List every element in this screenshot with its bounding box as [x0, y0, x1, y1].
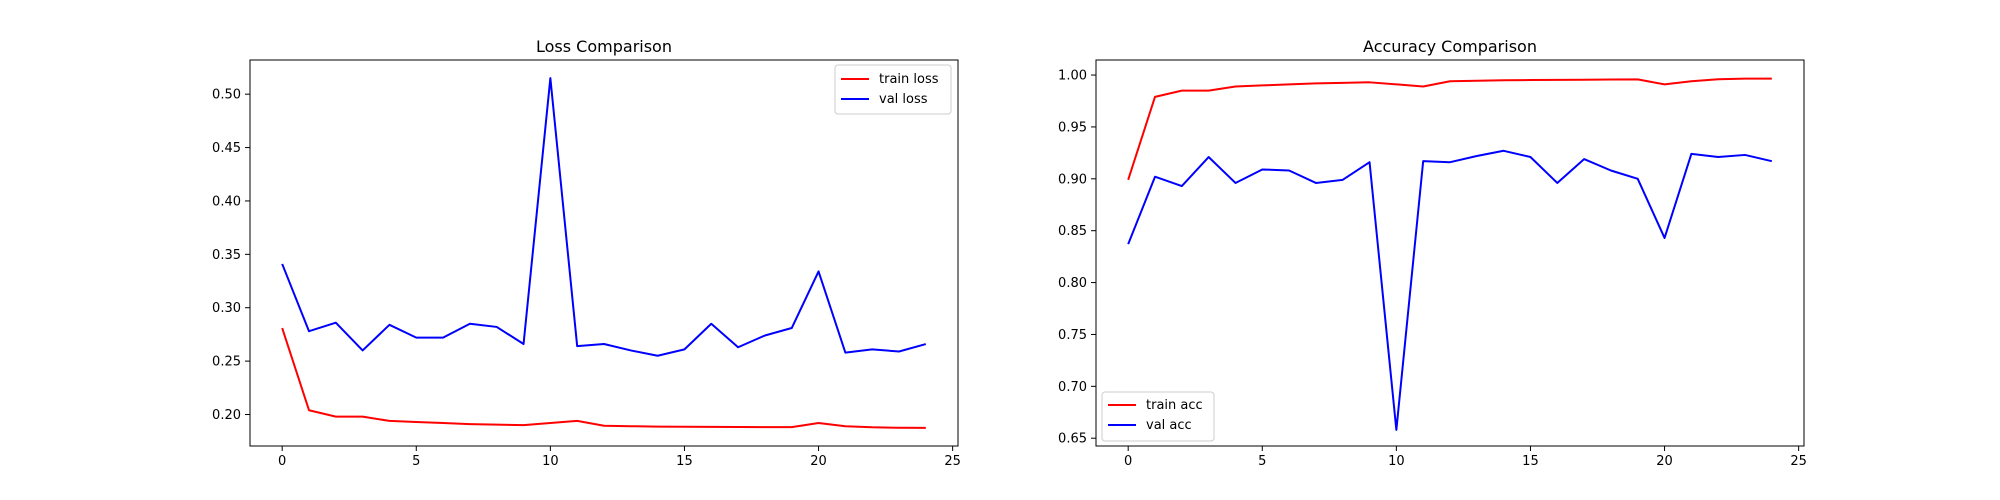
loss-x-tick-label: 0 — [278, 454, 286, 469]
loss-series-line-train-loss — [281, 327, 926, 429]
train-acc-legend-label: train acc — [1146, 398, 1203, 413]
loss-x-tick-label: 15 — [676, 454, 693, 469]
loss-chart-axes: 0 5 10 15 20 25 0.20 0.25 0.30 0.35 0.40 0.45 0.50 — [212, 88, 961, 469]
accuracy-chart-legend: train acc val acc — [1101, 391, 1215, 442]
loss-y-tick-label: 0.20 — [212, 408, 241, 423]
accuracy-x-tick-label: 0 — [1124, 454, 1132, 469]
accuracy-y-tick-label: 0.95 — [1058, 120, 1087, 135]
accuracy-x-tick-label: 20 — [1656, 454, 1673, 469]
accuracy-x-tick-label: 25 — [1790, 454, 1807, 469]
loss-y-tick-label: 0.50 — [212, 88, 241, 103]
loss-chart-legend-box — [834, 64, 952, 115]
accuracy-chart-series — [1127, 77, 1773, 431]
accuracy-chart-plot-area — [1095, 59, 1805, 447]
accuracy-x-tick-label: 5 — [1258, 454, 1266, 469]
loss-chart: Loss Comparison 0 5 10 15 20 25 0.20 0.25 0.30 0.… — [212, 37, 961, 469]
loss-y-tick-label: 0.25 — [212, 355, 241, 370]
accuracy-y-tick-label: 0.70 — [1058, 380, 1087, 395]
accuracy-y-tick-label: 1.00 — [1058, 69, 1087, 84]
loss-chart-series — [281, 77, 927, 429]
accuracy-y-tick-label: 0.65 — [1058, 432, 1087, 447]
loss-x-tick-label: 25 — [944, 454, 961, 469]
loss-y-tick-label: 0.35 — [212, 248, 241, 263]
loss-x-tick-label: 20 — [810, 454, 827, 469]
loss-chart-title: Loss Comparison — [536, 37, 672, 56]
accuracy-series-line-train-acc — [1127, 77, 1772, 181]
accuracy-chart: Accuracy Comparison 0 5 10 15 20 25 0.65 0.70 0.… — [1058, 37, 1807, 469]
train-loss-legend-label: train loss — [879, 72, 939, 87]
accuracy-series-line-val-acc — [1127, 149, 1773, 431]
accuracy-x-tick-label: 10 — [1388, 454, 1405, 469]
loss-x-tick-label: 10 — [542, 454, 559, 469]
accuracy-chart-axes: 0 5 10 15 20 25 0.65 0.70 0.75 0.80 0.85 0.90 0.95 1.… — [1058, 69, 1807, 469]
loss-series-line-val-loss — [281, 77, 927, 357]
accuracy-x-tick-label: 15 — [1522, 454, 1539, 469]
val-loss-legend-label: val loss — [879, 92, 928, 107]
loss-chart-plot-area — [249, 59, 959, 447]
accuracy-chart-title: Accuracy Comparison — [1363, 37, 1537, 56]
loss-x-tick-label: 5 — [412, 454, 420, 469]
val-acc-legend-label: val acc — [1146, 418, 1192, 433]
loss-y-tick-label: 0.40 — [212, 194, 241, 209]
loss-y-tick-label: 0.45 — [212, 141, 241, 156]
accuracy-y-tick-label: 0.75 — [1058, 328, 1087, 343]
loss-chart-legend: train loss val loss — [834, 64, 952, 115]
accuracy-y-tick-label: 0.90 — [1058, 172, 1087, 187]
loss-y-tick-label: 0.30 — [212, 301, 241, 316]
accuracy-y-tick-label: 0.85 — [1058, 224, 1087, 239]
accuracy-y-tick-label: 0.80 — [1058, 276, 1087, 291]
